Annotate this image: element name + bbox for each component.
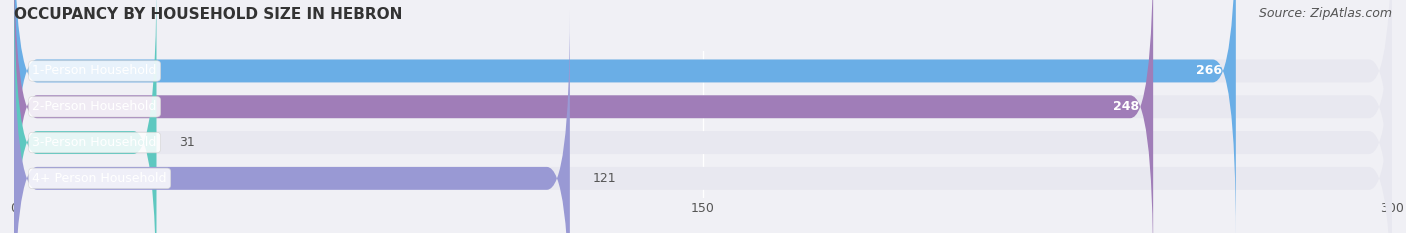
- Text: 31: 31: [180, 136, 195, 149]
- FancyBboxPatch shape: [14, 11, 569, 233]
- FancyBboxPatch shape: [14, 0, 1392, 233]
- Text: 266: 266: [1197, 65, 1222, 77]
- Text: 4+ Person Household: 4+ Person Household: [32, 172, 167, 185]
- Text: 121: 121: [593, 172, 616, 185]
- Text: 1-Person Household: 1-Person Household: [32, 65, 157, 77]
- FancyBboxPatch shape: [14, 0, 156, 233]
- Text: OCCUPANCY BY HOUSEHOLD SIZE IN HEBRON: OCCUPANCY BY HOUSEHOLD SIZE IN HEBRON: [14, 7, 402, 22]
- FancyBboxPatch shape: [14, 0, 1392, 233]
- Text: Source: ZipAtlas.com: Source: ZipAtlas.com: [1258, 7, 1392, 20]
- FancyBboxPatch shape: [14, 11, 1392, 233]
- Text: 2-Person Household: 2-Person Household: [32, 100, 157, 113]
- FancyBboxPatch shape: [14, 0, 1236, 233]
- Text: 248: 248: [1114, 100, 1139, 113]
- FancyBboxPatch shape: [14, 0, 1153, 233]
- Text: 3-Person Household: 3-Person Household: [32, 136, 157, 149]
- FancyBboxPatch shape: [14, 0, 1392, 233]
